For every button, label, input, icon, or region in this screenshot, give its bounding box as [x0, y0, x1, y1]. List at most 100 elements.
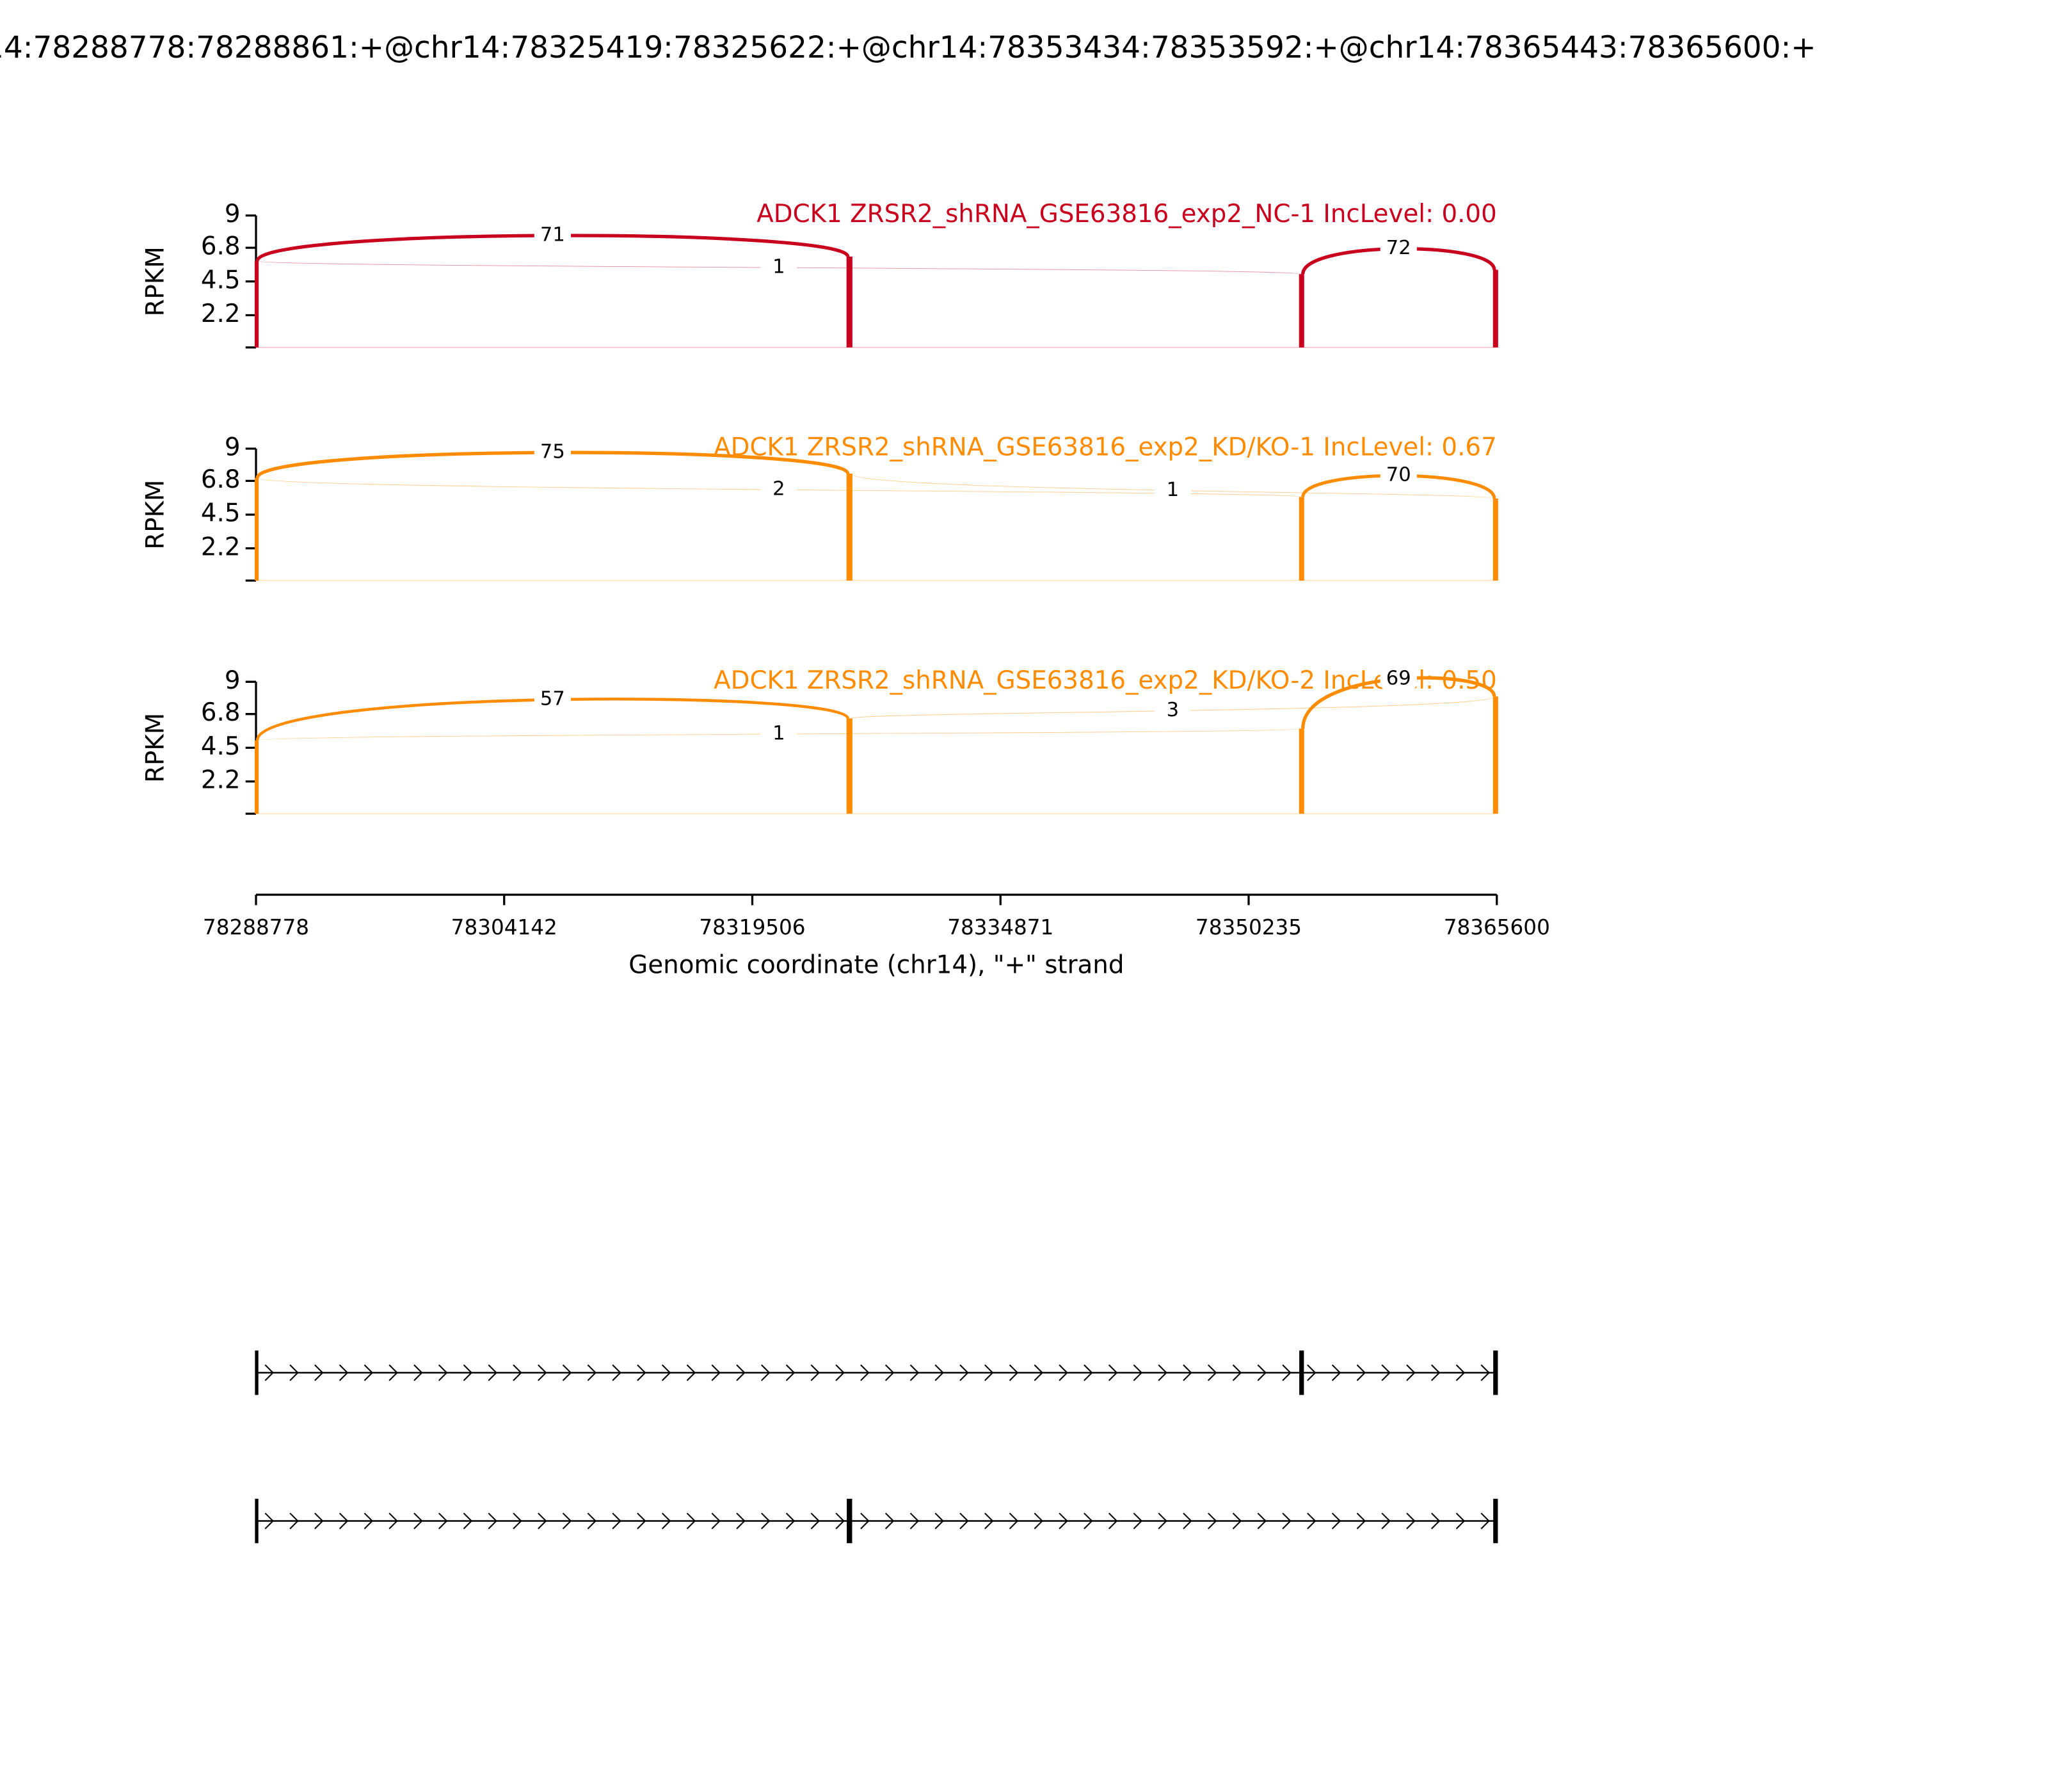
- exon: [255, 1498, 259, 1544]
- strand-chevron: [1356, 1364, 1366, 1381]
- strand-chevron: [686, 1364, 696, 1381]
- junction-label-bg: [1380, 237, 1417, 261]
- strand-chevron: [1282, 1364, 1292, 1381]
- strand-chevron: [264, 1364, 274, 1381]
- strand-chevron: [959, 1364, 969, 1381]
- strand-chevron: [761, 1364, 771, 1381]
- junction-label-bg: [760, 477, 797, 502]
- strand-chevron: [1381, 1364, 1391, 1381]
- strand-chevron: [860, 1364, 870, 1381]
- strand-chevron: [959, 1512, 969, 1530]
- junction-count: 69: [1386, 667, 1411, 689]
- strand-chevron: [1059, 1364, 1068, 1381]
- strand-chevron: [1331, 1364, 1341, 1381]
- y-axis-label: RPKM: [141, 246, 170, 316]
- strand-chevron: [1009, 1364, 1019, 1381]
- strand-chevron: [314, 1512, 324, 1530]
- strand-chevron: [562, 1364, 572, 1381]
- strand-chevron: [1059, 1512, 1068, 1530]
- strand-chevron: [289, 1512, 299, 1530]
- strand-chevron: [736, 1512, 746, 1530]
- exon-coverage: [1299, 497, 1304, 581]
- strand-chevron: [860, 1512, 870, 1530]
- x-axis-label: Genomic coordinate (chr14), "+" strand: [628, 951, 1124, 980]
- exon-coverage: [846, 256, 852, 348]
- strand-chevron: [1406, 1364, 1416, 1381]
- strand-chevron: [264, 1512, 274, 1530]
- strand-chevron: [1232, 1512, 1242, 1530]
- strand-chevron: [1183, 1364, 1192, 1381]
- x-tick-label: 78319506: [699, 915, 805, 940]
- strand-chevron: [438, 1364, 448, 1381]
- strand-chevron: [413, 1364, 423, 1381]
- strand-chevron: [1034, 1512, 1044, 1530]
- exon-coverage: [1299, 274, 1304, 348]
- panel-title: ADCK1 ZRSR2_shRNA_GSE63816_exp2_KD/KO-2 …: [714, 666, 1497, 695]
- strand-chevron: [711, 1512, 721, 1530]
- junction-count: 2: [772, 478, 785, 500]
- junction-label-bg: [760, 722, 797, 746]
- strand-chevron: [339, 1512, 349, 1530]
- junction-count: 1: [772, 722, 785, 744]
- strand-chevron: [686, 1512, 696, 1530]
- strand-chevron: [612, 1512, 621, 1530]
- x-tick-label: 78304142: [451, 915, 557, 940]
- junction-count: 1: [1167, 479, 1179, 501]
- strand-chevron: [934, 1364, 944, 1381]
- exon-coverage: [254, 477, 259, 581]
- strand-chevron: [463, 1512, 473, 1530]
- figure-title: chr14:78288778:78288861:+@chr14:78325419…: [0, 30, 1816, 65]
- strand-chevron: [1133, 1512, 1143, 1530]
- panel-title: ADCK1 ZRSR2_shRNA_GSE63816_exp2_NC-1 Inc…: [756, 200, 1497, 228]
- strand-chevron: [761, 1512, 771, 1530]
- y-tick-label: 4.5: [201, 266, 241, 294]
- y-axis-label: RPKM: [141, 479, 170, 549]
- y-tick-label: 2.2: [201, 300, 241, 328]
- panel-title: ADCK1 ZRSR2_shRNA_GSE63816_exp2_KD/KO-1 …: [714, 433, 1497, 462]
- strand-chevron: [513, 1512, 522, 1530]
- x-tick-label: 78334871: [947, 915, 1053, 940]
- strand-chevron: [785, 1512, 796, 1530]
- junction-label-bg: [760, 255, 797, 280]
- strand-chevron: [587, 1364, 597, 1381]
- strand-chevron: [661, 1512, 671, 1530]
- strand-chevron: [1183, 1512, 1192, 1530]
- y-tick-label: 4.5: [201, 499, 241, 528]
- strand-chevron: [1307, 1512, 1316, 1530]
- strand-chevron: [1431, 1364, 1441, 1381]
- strand-chevron: [1158, 1364, 1167, 1381]
- junction-label-bg: [1380, 463, 1417, 488]
- x-tick-label: 78350235: [1196, 915, 1302, 940]
- strand-chevron: [1480, 1364, 1490, 1381]
- strand-chevron: [1381, 1512, 1391, 1530]
- junction-count: 57: [540, 688, 565, 710]
- strand-chevron: [538, 1512, 547, 1530]
- strand-chevron: [984, 1512, 994, 1530]
- strand-chevron: [488, 1364, 497, 1381]
- strand-chevron: [463, 1364, 473, 1381]
- strand-chevron: [339, 1364, 349, 1381]
- exon-coverage: [254, 740, 259, 814]
- strand-chevron: [909, 1512, 920, 1530]
- y-tick-label: 6.8: [201, 698, 241, 727]
- strand-chevron: [810, 1512, 820, 1530]
- exon: [847, 1498, 852, 1544]
- strand-chevron: [637, 1512, 646, 1530]
- strand-chevron: [1232, 1364, 1242, 1381]
- y-tick-label: 9: [225, 666, 241, 695]
- strand-chevron: [1034, 1364, 1044, 1381]
- exon: [255, 1350, 259, 1395]
- strand-chevron: [1307, 1364, 1316, 1381]
- strand-chevron: [488, 1512, 497, 1530]
- y-tick-label: 6.8: [201, 465, 241, 494]
- strand-chevron: [388, 1364, 398, 1381]
- junction-count: 70: [1386, 464, 1411, 486]
- strand-chevron: [562, 1512, 572, 1530]
- junction-count: 71: [540, 224, 565, 246]
- strand-chevron: [785, 1364, 796, 1381]
- x-tick-label: 78365600: [1444, 915, 1550, 940]
- strand-chevron: [637, 1364, 646, 1381]
- strand-chevron: [711, 1364, 721, 1381]
- exon-coverage: [1492, 269, 1498, 348]
